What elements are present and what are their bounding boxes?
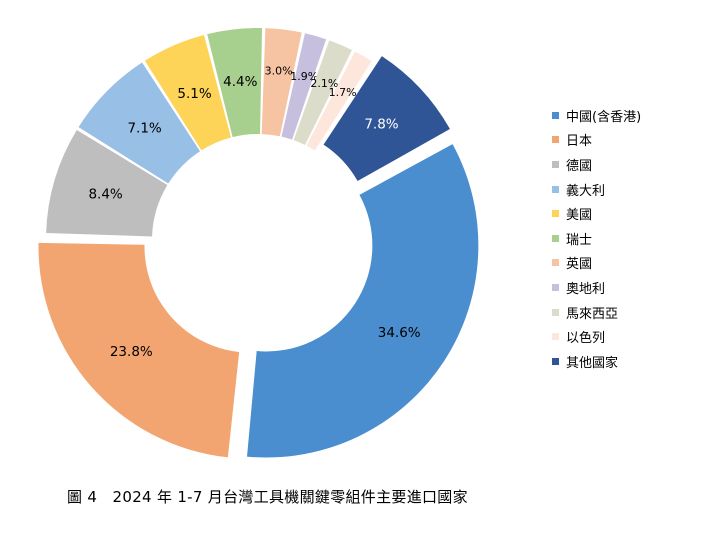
data-label-3: 7.1%: [127, 121, 161, 137]
legend-item: 奧地利: [552, 275, 641, 300]
legend-swatch: [552, 185, 559, 193]
legend-swatch: [552, 160, 559, 168]
legend-item: 以色列: [552, 324, 641, 349]
donut-slice-4: [144, 35, 231, 151]
legend-item: 義大利: [552, 177, 641, 202]
legend-item: 日本: [552, 128, 641, 153]
legend-label: 義大利: [566, 183, 606, 199]
legend-item: 德國: [552, 152, 641, 177]
data-label-5: 4.4%: [223, 74, 257, 90]
data-label-6: 3.0%: [265, 65, 293, 78]
legend-swatch: [552, 210, 559, 218]
legend-swatch: [552, 357, 559, 365]
donut-slice-0: [247, 144, 479, 458]
data-label-0: 34.6%: [378, 325, 421, 341]
legend-swatch: [552, 136, 559, 144]
legend-label: 日本: [566, 134, 593, 150]
donut-slice-5: [207, 28, 263, 138]
legend-label: 奧地利: [566, 281, 606, 297]
legend-swatch: [552, 259, 559, 267]
legend-item: 瑞士: [552, 226, 641, 251]
data-label-7: 1.9%: [290, 70, 318, 83]
data-label-8: 2.1%: [310, 77, 338, 90]
data-label-1: 23.8%: [110, 344, 153, 360]
legend-item: 馬來西亞: [552, 300, 641, 325]
donut-slice-9: [306, 51, 372, 151]
legend-label: 其他國家: [566, 355, 619, 371]
legend-item: 中國(含香港): [552, 103, 641, 128]
legend-label: 中國(含香港): [566, 109, 642, 125]
donut-slice-8: [293, 40, 352, 145]
data-label-9: 1.7%: [329, 86, 357, 99]
legend-label: 瑞士: [566, 232, 593, 248]
data-label-10: 7.8%: [364, 117, 398, 133]
donut-slice-6: [261, 28, 302, 137]
donut-slice-10: [323, 56, 450, 182]
legend-label: 英國: [566, 257, 593, 273]
chart-legend: 中國(含香港) 日本德國義大利美國瑞士英國奧地利馬來西亞以色列其他國家: [552, 103, 641, 374]
legend-label: 美國: [566, 208, 593, 224]
data-label-2: 8.4%: [88, 187, 122, 203]
donut-slice-1: [38, 242, 240, 458]
legend-label: 馬來西亞: [566, 306, 619, 322]
figure-caption: 圖 4 2024 年 1-7 月台灣工具機關鍵零組件主要進口國家: [67, 488, 468, 506]
legend-swatch: [552, 283, 559, 291]
legend-item: 英國: [552, 251, 641, 276]
legend-swatch: [552, 308, 559, 316]
donut-slice-3: [78, 62, 201, 184]
donut-slice-2: [46, 129, 168, 237]
data-label-4: 5.1%: [177, 86, 211, 102]
donut-slice-7: [281, 33, 327, 140]
legend-swatch: [552, 333, 559, 341]
legend-label: 以色列: [566, 331, 606, 347]
legend-swatch: [552, 111, 559, 119]
legend-swatch: [552, 234, 559, 242]
legend-item: 美國: [552, 201, 641, 226]
legend-label: 德國: [566, 158, 593, 174]
legend-item: 其他國家: [552, 349, 641, 374]
